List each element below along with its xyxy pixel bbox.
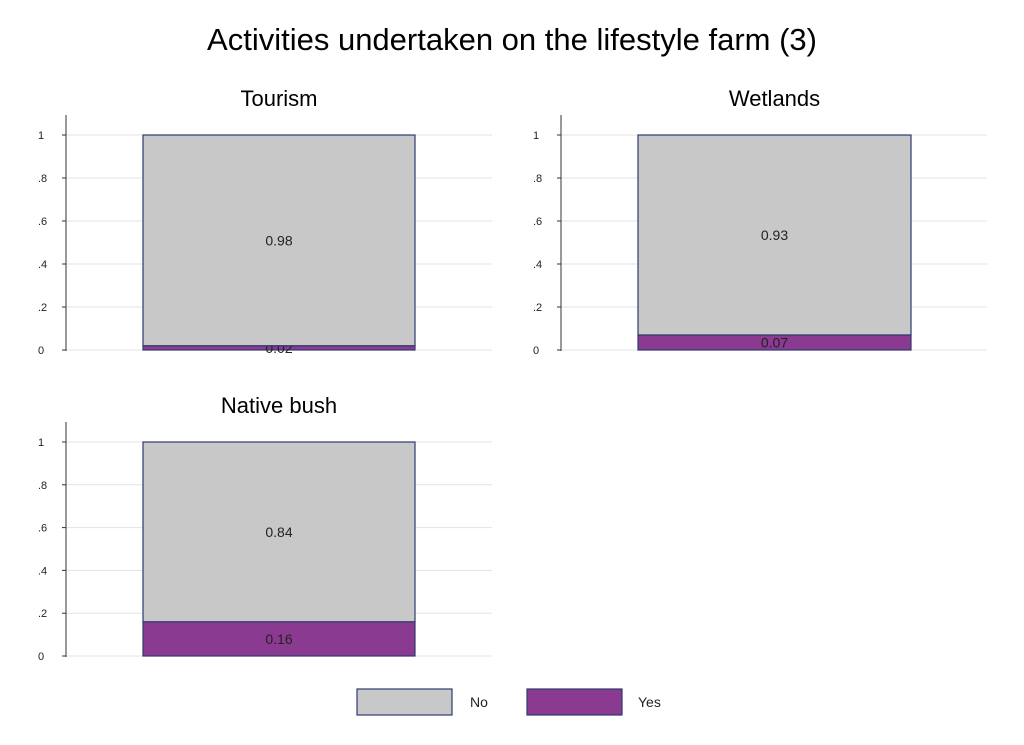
panels: Tourism0.2.4.6.810.020.98Wetlands0.2.4.6… [38,86,987,663]
panel-title: Wetlands [729,86,820,111]
y-tick-label: .2 [38,302,47,314]
bar-no [142,441,416,623]
bar-label-yes: 0.16 [265,631,292,647]
y-tick-label: .4 [533,259,542,271]
legend-swatch-no [356,688,453,716]
y-tick-label: .6 [38,523,47,535]
y-tick-label: 1 [38,130,44,142]
bar-label-no: 0.84 [265,524,292,540]
y-tick-label: .2 [533,302,542,314]
y-tick-label: .6 [38,216,47,228]
legend: No Yes [356,688,661,716]
y-tick-label: .4 [38,565,47,577]
legend-label-no: No [470,694,488,710]
bar-label-no: 0.98 [265,232,292,248]
y-tick-label: 0 [38,651,44,663]
y-tick-label: .8 [38,480,47,492]
y-tick-label: .8 [38,173,47,185]
bar-no [637,134,912,336]
y-tick-label: 0 [38,345,44,357]
y-tick-label: 1 [533,130,539,142]
panel-title: Tourism [240,86,317,111]
bar-label-no: 0.93 [761,227,788,243]
chart-title: Activities undertaken on the lifestyle f… [207,22,817,57]
legend-label-yes: Yes [638,694,661,710]
y-tick-label: .2 [38,608,47,620]
bar-label-yes: 0.07 [761,334,788,350]
panel-title: Native bush [221,393,337,418]
bar-yes [142,621,416,657]
panel-wetlands: Wetlands 0 .2 .4 .6 .8 1 0.07 0.93 [533,86,987,357]
y-tick-label: .8 [533,173,542,185]
y-tick-label: 0 [533,345,539,357]
bar-no [142,134,416,347]
panel-native-bush: Native bush 0 .2 .4 .6 .8 1 0.16 0.84 [38,393,492,663]
y-tick-label: 1 [38,437,44,449]
legend-swatch-yes [526,688,623,716]
y-tick-label: .4 [38,259,47,271]
y-tick-label: .6 [533,216,542,228]
